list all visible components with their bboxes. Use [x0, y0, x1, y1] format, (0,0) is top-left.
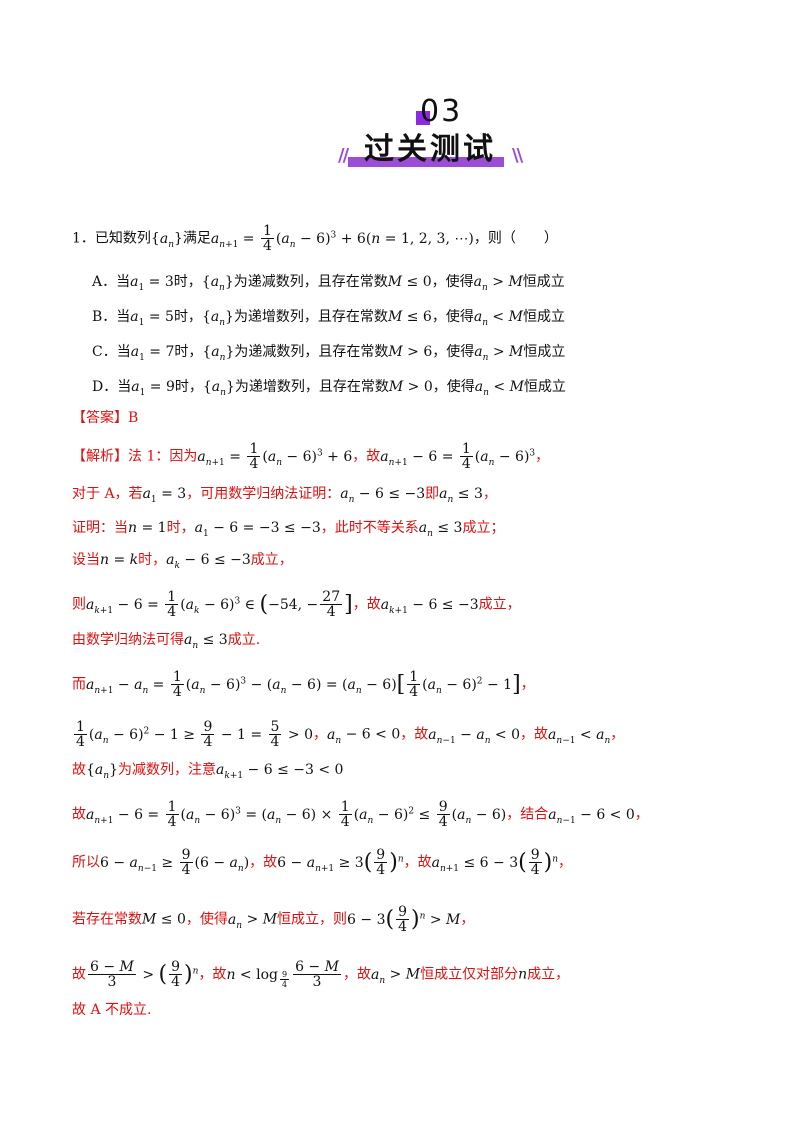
answer-value: B	[128, 410, 139, 426]
option-a: A．当a1 = 3时，{an}为递减数列，且存在常数M ≤ 0，使得an > M…	[92, 274, 565, 293]
solution-line-3: 证明：当n = 1时，a1 − 6 = −3 ≤ −3，此时不等关系an ≤ 3…	[72, 520, 505, 539]
option-d: D．当a1 = 9时，{an}为递增数列，且存在常数M > 0，使得an < M…	[92, 379, 566, 398]
stem-text-3: ，则（ ）	[473, 230, 558, 247]
option-c: C．当a1 = 7时，{an}为递减数列，且存在常数M > 6，使得an > M…	[92, 344, 566, 363]
stem-text-2: 满足	[182, 230, 211, 247]
answer-line: 【答案】B	[72, 408, 138, 428]
question-number: 1．	[72, 230, 95, 247]
header-accent-square	[416, 111, 430, 125]
question-stem: 1．已知数列{an}满足an+1 = 1 4 (an − 6)3 + 6(n = 1…	[72, 223, 558, 254]
solution-line-5: 则ak+1 − 6 = 1 4 (ak − 6)3 ∈ (−54, −27 4]，故a…	[72, 589, 521, 620]
solution-line-11: 所以6 − an−1 ≥ 9 4 (6 − an)，故6 − an+1 ≥ 3(9 4…	[72, 847, 573, 878]
solution-line-4: 设当n = k时，ak − 6 ≤ −3成立，	[72, 552, 293, 571]
header-underline-bar	[348, 157, 504, 167]
solution-line-6: 由数学归纳法可得an ≤ 3成立.	[72, 632, 261, 651]
section-title: 过关测试	[364, 132, 496, 167]
solution-line-1: 【解析】法 1：因为an+1 = 1 4 (an − 6)3 + 6，故an+1 −…	[72, 441, 550, 472]
solution-line-14: 故 A 不成立.	[72, 1002, 152, 1018]
slash-decoration-left: //	[338, 145, 349, 166]
solution-line-9: 故{an}为减数列，注意ak+1 − 6 ≤ −3 < 0	[72, 762, 344, 781]
stem-text: 已知数列	[94, 230, 151, 247]
solution-line-2: 对于 A，若a1 = 3，可用数学归纳法证明：an − 6 ≤ −3即an ≤ …	[72, 486, 497, 505]
solution-line-12: 若存在常数M ≤ 0，使得an > M恒成立，则6 − 3(9 4)n > M，	[72, 904, 475, 935]
solution-line-7: 而an+1 − an = 1 4 (an − 6)3 − (an − 6) = (a…	[72, 669, 535, 700]
section-number: 03	[420, 94, 463, 129]
section-header: 03 // 过关测试 \\	[330, 95, 530, 175]
slash-decoration-right: \\	[512, 145, 523, 166]
solution-line-10: 故an+1 − 6 = 1 4 (an − 6)3 = (an − 6) × 1 4(…	[72, 799, 649, 830]
option-b: B．当a1 = 5时，{an}为递增数列，且存在常数M ≤ 6，使得an < M…	[92, 309, 565, 328]
answer-label: 【答案】	[72, 410, 128, 426]
